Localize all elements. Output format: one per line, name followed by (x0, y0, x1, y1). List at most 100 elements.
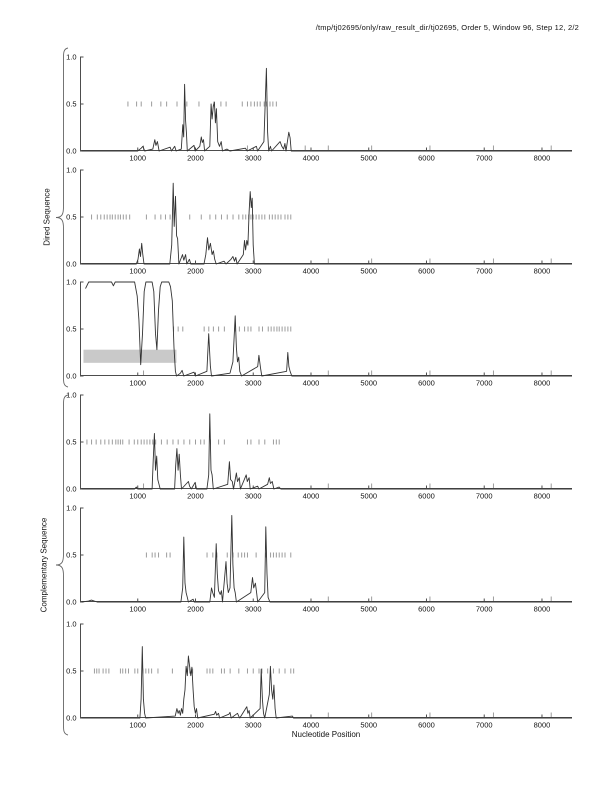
highlight-band (83, 349, 177, 363)
axes (80, 281, 572, 377)
subplot-2: 1000 2000 3000 4000 5000 6000 7000 8000 0.0 0.5 1.… (66, 166, 572, 276)
data-curve (81, 646, 572, 719)
x-tick-label: 8000 (534, 379, 551, 388)
y-tick-label: 1.0 (66, 166, 76, 175)
x-tick-label: 6000 (418, 379, 435, 388)
figure-title: /tmp/tj02695/only/raw_result_dir/tj02695… (315, 23, 579, 32)
x-tick-label: 3000 (245, 492, 262, 501)
data-curve (81, 67, 572, 152)
subplot-canvas-2: 1000 2000 3000 4000 5000 6000 7000 8000 0.0 0.5 1.… (66, 166, 572, 276)
x-tick-label: 7000 (476, 267, 493, 276)
subplot-canvas-6: 1000 2000 3000 4000 5000 6000 7000 8000 0.0 0.5 1.… (66, 620, 572, 730)
x-tick-label: 6000 (418, 605, 435, 614)
brace-path (55, 47, 69, 388)
data-curve (81, 515, 572, 603)
y-tick-label: 1.0 (66, 278, 76, 287)
subplot-canvas-3: 1000 2000 3000 4000 5000 6000 7000 8000 0.0 0.5 1.… (66, 278, 572, 388)
x-tick-label: 8000 (534, 492, 551, 501)
x-tick-label: 1000 (129, 605, 146, 614)
x-tick-label: 1000 (129, 721, 146, 730)
marker-row (91, 214, 292, 220)
x-tick-label: 2000 (187, 154, 204, 163)
y-tick-label: 0.0 (66, 714, 76, 723)
y-tick-label: 0.5 (66, 213, 76, 222)
data-curve (81, 182, 572, 265)
x-tick-label: 1000 (129, 267, 146, 276)
axes (80, 623, 572, 719)
x-tick-label: 7000 (476, 154, 493, 163)
marker-row (127, 101, 277, 107)
x-tick-label: 2000 (187, 267, 204, 276)
y-tick-label: 1.0 (66, 53, 76, 62)
x-tick-label: 4000 (303, 379, 320, 388)
x-tick-label: 8000 (534, 605, 551, 614)
x-tick-label: 5000 (360, 492, 377, 501)
marker-row (93, 668, 295, 674)
marker-row (173, 326, 292, 332)
x-tick-label: 2000 (187, 379, 204, 388)
x-tick-label: 6000 (418, 154, 435, 163)
y-tick-label: 0.0 (66, 260, 76, 269)
marker-row (145, 552, 292, 558)
subplot-5: 1000 2000 3000 4000 5000 6000 7000 8000 0.0 0.5 1.… (66, 504, 572, 614)
x-tick-label: 7000 (476, 492, 493, 501)
group-label-complementary-sequence: Complementary Sequence (39, 517, 49, 613)
x-tick-label: 7000 (476, 605, 493, 614)
x-tick-label: 2000 (187, 721, 204, 730)
x-tick-label: 7000 (476, 721, 493, 730)
x-tick-label: 1000 (129, 379, 146, 388)
tick-labels: 1000 2000 3000 4000 5000 6000 7000 8000 0.0 0.5 1.… (66, 53, 550, 163)
x-tick-label: 5000 (360, 721, 377, 730)
x-tick-label: 8000 (534, 267, 551, 276)
subplot-canvas-5: 1000 2000 3000 4000 5000 6000 7000 8000 0.0 0.5 1.… (66, 504, 572, 614)
x-tick-label: 5000 (360, 154, 377, 163)
y-tick-label: 0.5 (66, 438, 76, 447)
tick-labels: 1000 2000 3000 4000 5000 6000 7000 8000 0.0 0.5 1.… (66, 166, 550, 276)
tick-labels: 1000 2000 3000 4000 5000 6000 7000 8000 0.0 0.5 1.… (66, 278, 550, 388)
curly-brace-bottom-group-icon (55, 394, 69, 736)
y-tick-label: 0.5 (66, 667, 76, 676)
x-tick-label: 6000 (418, 492, 435, 501)
y-tick-label: 0.0 (66, 372, 76, 381)
data-curve (85, 281, 572, 377)
axes (80, 507, 572, 603)
x-tick-label: 3000 (245, 379, 262, 388)
subplot-4: 1000 2000 3000 4000 5000 6000 7000 8000 0.0 0.5 1.… (66, 391, 572, 501)
axes (80, 394, 572, 490)
x-tick-label: 4000 (303, 267, 320, 276)
subplot-1: 1000 2000 3000 4000 5000 6000 7000 8000 0.0 0.5 1.… (66, 53, 572, 163)
subplot-canvas-1: 1000 2000 3000 4000 5000 6000 7000 8000 0.0 0.5 1.… (66, 53, 572, 163)
y-tick-label: 0.0 (66, 598, 76, 607)
x-tick-label: 5000 (360, 379, 377, 388)
y-tick-label: 1.0 (66, 391, 76, 400)
x-tick-label: 4000 (303, 154, 320, 163)
x-tick-label: 4000 (303, 605, 320, 614)
x-tick-label: 2000 (187, 492, 204, 501)
curly-brace-top-group-icon (55, 47, 69, 388)
x-tick-label: 2000 (187, 605, 204, 614)
tick-labels: 1000 2000 3000 4000 5000 6000 7000 8000 0.0 0.5 1.… (66, 504, 550, 614)
y-tick-label: 0.0 (66, 485, 76, 494)
subplot-canvas-4: 1000 2000 3000 4000 5000 6000 7000 8000 0.0 0.5 1.… (66, 391, 572, 501)
y-tick-label: 1.0 (66, 504, 76, 513)
y-tick-label: 0.5 (66, 551, 76, 560)
tick-labels: 1000 2000 3000 4000 5000 6000 7000 8000 0.0 0.5 1.… (66, 620, 550, 730)
x-axis-label: Nucleotide Position (291, 730, 361, 739)
y-tick-label: 0.5 (66, 325, 76, 334)
x-tick-label: 1000 (129, 492, 146, 501)
x-tick-label: 8000 (534, 721, 551, 730)
y-tick-label: 1.0 (66, 620, 76, 629)
x-tick-label: 6000 (418, 267, 435, 276)
x-tick-label: 3000 (245, 267, 262, 276)
subplot-6: 1000 2000 3000 4000 5000 6000 7000 8000 0.0 0.5 1.… (66, 620, 572, 730)
axes (80, 56, 572, 152)
x-tick-label: 4000 (303, 721, 320, 730)
y-tick-label: 0.5 (66, 100, 76, 109)
group-label-dired-sequence: Dired Sequence (42, 188, 52, 246)
marker-row (86, 439, 280, 445)
x-tick-label: 3000 (245, 721, 262, 730)
subplot-3: 1000 2000 3000 4000 5000 6000 7000 8000 0.0 0.5 1.… (66, 278, 572, 388)
data-curve (81, 413, 572, 490)
x-tick-label: 5000 (360, 605, 377, 614)
